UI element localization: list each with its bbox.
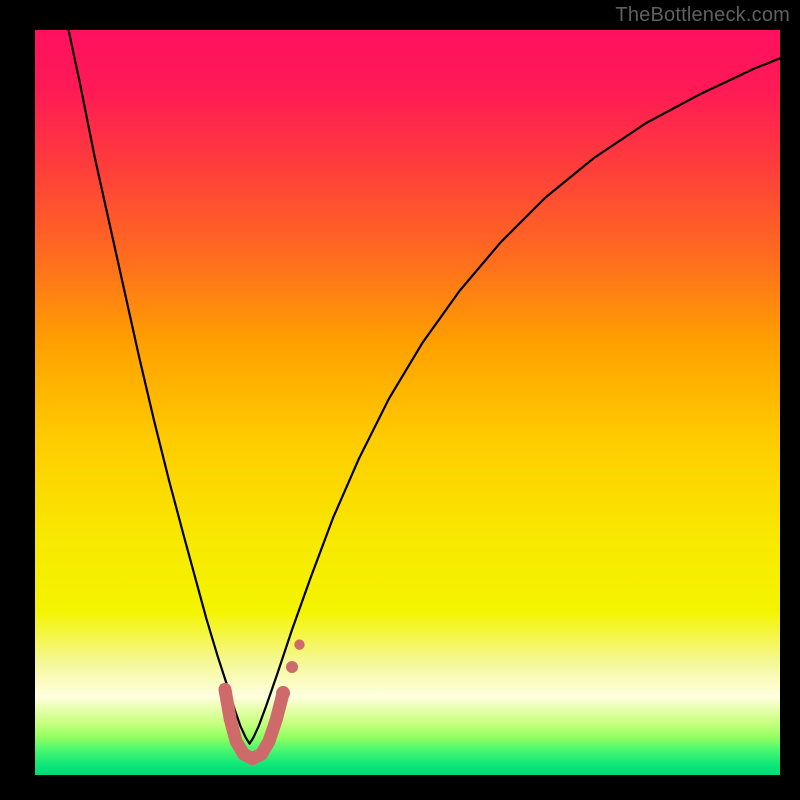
chart-stage: TheBottleneck.com xyxy=(0,0,800,800)
plot-background-gradient xyxy=(35,30,780,775)
plot-box xyxy=(35,30,780,775)
watermark-text: TheBottleneck.com xyxy=(615,4,790,27)
